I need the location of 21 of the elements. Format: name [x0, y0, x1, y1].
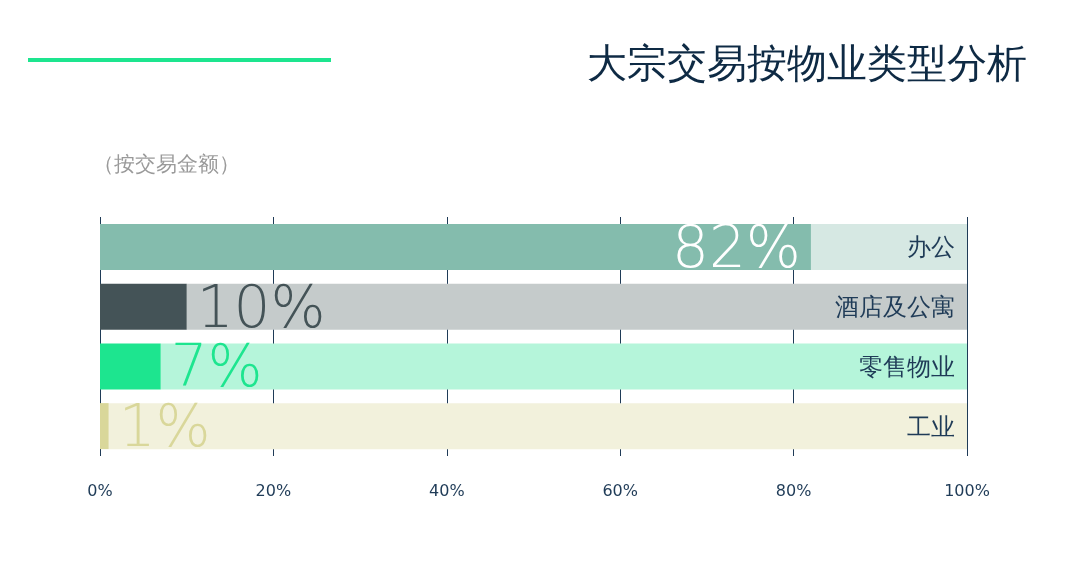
bar	[100, 223, 811, 270]
bar	[100, 283, 187, 330]
bar	[100, 403, 109, 450]
bar	[108, 403, 967, 450]
x-tick-label: 0%	[87, 480, 113, 500]
x-tick-label: 100%	[944, 480, 990, 500]
y-tick-label: 酒店及公寓	[835, 293, 955, 321]
bar	[100, 343, 161, 390]
y-tick-label: 办公	[907, 233, 955, 261]
bar	[186, 283, 967, 330]
chart-subtitle: （按交易金额）	[93, 152, 240, 175]
x-tick-label: 40%	[429, 480, 465, 500]
x-tick-label: 20%	[255, 480, 292, 500]
chart-title: 大宗交易按物业类型分析	[587, 41, 1027, 85]
bar	[810, 223, 967, 270]
x-tick-label: 60%	[602, 480, 638, 500]
x-tick-label: 80%	[775, 480, 812, 500]
data-label: 82%	[672, 212, 801, 281]
y-tick-label: 工业	[907, 412, 955, 440]
y-tick-label: 零售物业	[859, 352, 955, 380]
bar	[160, 343, 967, 390]
